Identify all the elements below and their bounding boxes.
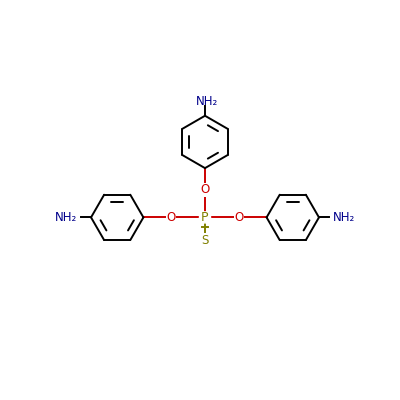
Text: P: P [201, 211, 209, 224]
Text: O: O [166, 211, 176, 224]
Circle shape [200, 212, 210, 223]
Text: S: S [201, 234, 209, 247]
Text: O: O [234, 211, 244, 224]
Text: NH₂: NH₂ [196, 96, 218, 108]
Text: O: O [200, 183, 210, 196]
Text: NH₂: NH₂ [55, 211, 77, 224]
Text: NH₂: NH₂ [333, 211, 355, 224]
